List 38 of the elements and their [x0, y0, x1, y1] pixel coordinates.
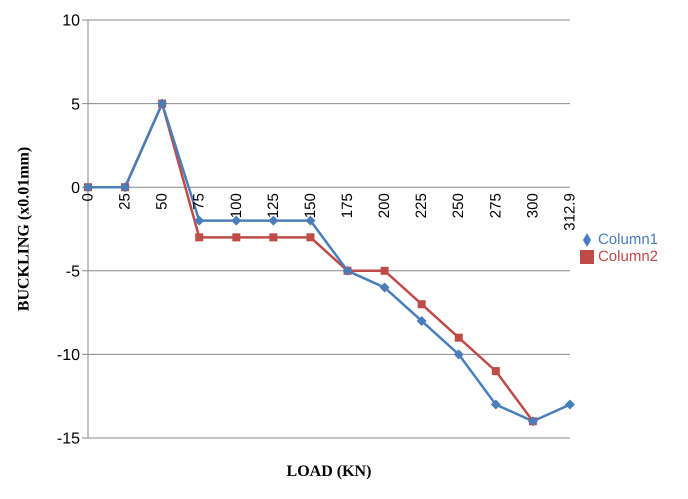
x-tick-label: 312.9: [561, 193, 578, 231]
x-tick-label: 300: [524, 193, 542, 218]
x-axis-title: LOAD (KN): [286, 463, 372, 480]
x-tick-label: 75: [190, 193, 208, 210]
point: [564, 400, 575, 410]
y-tick-label: 0: [71, 180, 80, 197]
point: [232, 233, 240, 242]
point: [380, 266, 389, 275]
legend-label: Column1: [598, 231, 658, 248]
point: [416, 316, 427, 326]
point: [454, 334, 463, 342]
y-axis-title: BUCKLING (x0.01mm): [16, 146, 33, 312]
x-tick-label: 225: [413, 193, 430, 218]
y-tick-label: -5: [66, 263, 80, 280]
y-tick-label: -15: [56, 430, 80, 448]
point: [418, 300, 426, 308]
point: [194, 216, 204, 226]
point: [380, 282, 390, 293]
x-tick-label: 25: [116, 193, 134, 210]
point: [454, 349, 464, 360]
point: [195, 233, 204, 242]
x-tick-label: 175: [339, 193, 356, 218]
legend-label: Column2: [598, 248, 658, 265]
y-tick-label: 10: [62, 12, 80, 30]
point: [492, 367, 500, 376]
x-tick-label: 275: [487, 193, 504, 218]
y-tick-label: -10: [56, 347, 80, 364]
x-tick-label: 200: [376, 193, 394, 218]
point: [269, 233, 278, 242]
x-tick-label: 150: [302, 193, 319, 218]
y-tick-label: 5: [71, 96, 80, 114]
x-tick-label: 100: [228, 193, 245, 218]
x-tick-label: 0: [80, 193, 96, 202]
x-tick-label: 250: [450, 193, 468, 218]
point: [490, 400, 501, 410]
point: [306, 233, 314, 242]
x-tick-label: 50: [154, 193, 171, 210]
x-tick-label: 125: [264, 193, 282, 218]
